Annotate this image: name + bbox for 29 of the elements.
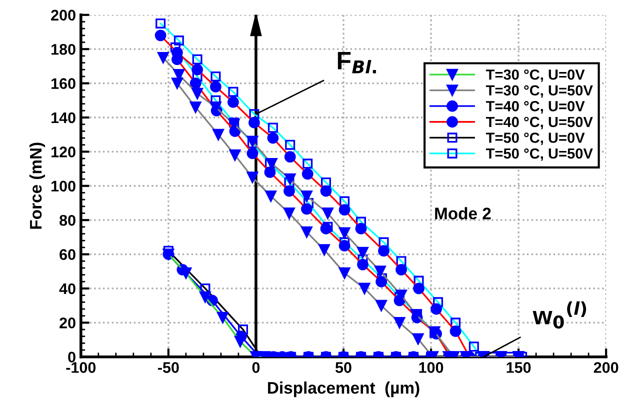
y-tick-label: 120 (52, 146, 76, 158)
annotation: w$_{0}$ $^{(l)}$ (532, 301, 586, 329)
y-tick-label: 0 (68, 352, 76, 363)
legend-label: T=50 °C, U=0V (486, 132, 585, 146)
legend-label: T=40 °C, U=50V (486, 116, 593, 130)
legend-label: T=50 °C, U=50V (486, 148, 593, 161)
y-tick-label: 200 (51, 10, 76, 21)
annotation: F$_{Bl.}$ (338, 52, 376, 74)
y-tick-label: 80 (60, 214, 76, 226)
x-tick-label: -50 (158, 362, 179, 373)
annotation: Mode 2 (435, 207, 491, 220)
x-tick-label: 200 (594, 362, 618, 373)
x-tick-label: 0 (252, 362, 260, 373)
y-tick-label: 160 (52, 78, 76, 89)
x-tick-label: 50 (335, 362, 352, 373)
y-tick-label: 140 (52, 112, 76, 124)
y-tick-label: 180 (52, 44, 76, 55)
legend-label: T=30 °C, U=50V (486, 85, 593, 98)
y-tick-label: 100 (52, 180, 76, 192)
x-tick-label: 150 (506, 362, 531, 373)
x-tick-label: 100 (419, 362, 444, 373)
y-tick-label: 60 (60, 249, 76, 260)
x-tick-label: -100 (66, 362, 96, 373)
y-tick-label: 20 (60, 318, 76, 328)
y-axis-title: Force (mN) (29, 142, 45, 229)
legend-label: T=40 °C, U=0V (486, 101, 585, 114)
y-tick-label: 40 (59, 283, 76, 294)
x-axis-title: Displacement (µm) (268, 382, 420, 398)
legend-label: T=30 °C, U=0V (486, 69, 585, 82)
